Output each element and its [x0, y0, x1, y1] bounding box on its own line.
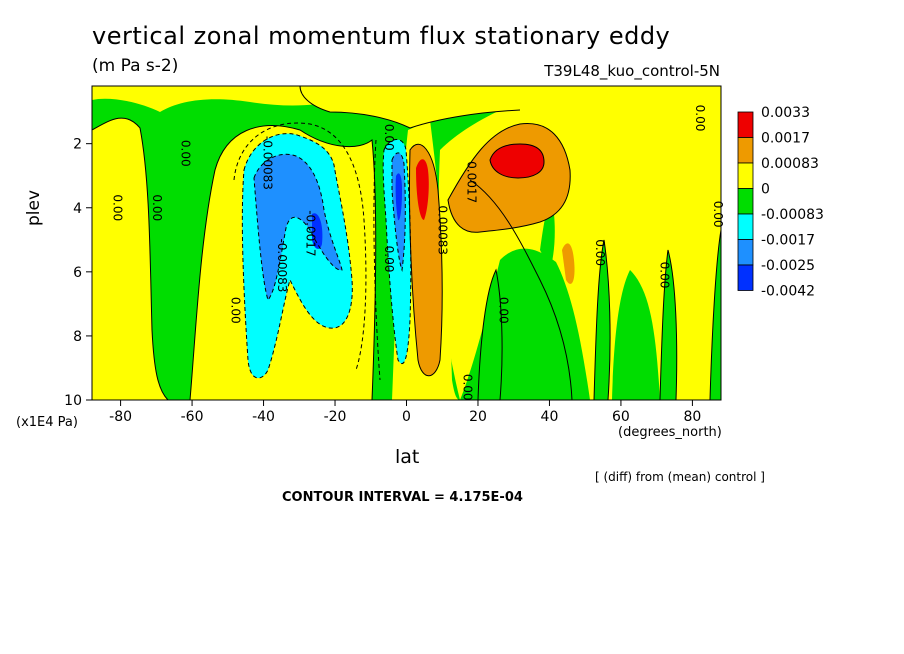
contour-label: 0.00	[657, 262, 671, 289]
contour-label: 0.00	[711, 201, 725, 228]
x-axis-label: lat	[395, 446, 420, 468]
contour-label: 0.00	[382, 124, 396, 151]
fill-green-streak-3	[660, 250, 677, 400]
y-tick-label: 8	[73, 329, 82, 345]
x-tick-label: 60	[612, 409, 630, 425]
diff-note: [ (diff) from (mean) control ]	[595, 470, 765, 484]
contour-line	[469, 179, 573, 400]
x-tick-label: -80	[109, 409, 132, 425]
chart-units: (m Pa s-2)	[92, 56, 179, 76]
fill-green-streak-4	[540, 200, 555, 270]
contour-label: 0.00	[461, 374, 475, 401]
contour-line	[408, 143, 443, 377]
colorbar-label: -0.0025	[761, 258, 815, 274]
contour-label: 0.0017	[464, 161, 478, 203]
axes: -80 -60 -40 -20 0 20 40 60 80 2 4 6 8 10	[64, 137, 701, 425]
colorbar-swatch	[737, 188, 754, 215]
colorbar-label: 0	[761, 182, 770, 198]
contour-line-dashed	[373, 139, 381, 381]
contour-line-dashed	[391, 152, 406, 272]
contour-line	[593, 239, 611, 400]
y-tick-label: 2	[73, 137, 82, 153]
fill-yellow-top-south	[92, 86, 360, 112]
contour-label: -0.0017	[303, 210, 317, 256]
x-tick-label: -40	[252, 409, 275, 425]
fill-red-north	[490, 144, 544, 178]
x-tick-label: 20	[469, 409, 487, 425]
contour-line	[477, 268, 503, 400]
colorbar-swatch	[737, 213, 754, 240]
colorbar-label: -0.00083	[761, 207, 824, 223]
contour-line	[659, 249, 678, 400]
colorbar-swatch	[737, 162, 754, 189]
fill-blue-south	[312, 213, 323, 249]
fill-blue-eq	[395, 173, 402, 221]
y-axis-units: (x1E4 Pa)	[16, 415, 78, 430]
chart-title: vertical zonal momentum flux stationary …	[92, 22, 671, 50]
contour-labels: 0.00 0.000.00 -0.00083-0.00083-0.00170.000…	[110, 105, 724, 401]
contour-line-dashed	[253, 153, 343, 302]
contour-line-dashed	[233, 122, 367, 371]
contour-line	[189, 125, 377, 400]
contour-line-dashed	[382, 139, 412, 365]
contour-label: -0.00083	[275, 238, 289, 292]
fill-orange-streak	[562, 243, 575, 284]
colorbar-swatch	[737, 264, 754, 291]
colorbar-label: 0.0033	[761, 105, 810, 121]
x-tick-label: -20	[324, 409, 347, 425]
colorbar: 0.0033 0.0017 0.00083 0 -0.00083 -0.0017 -0.00…	[737, 105, 824, 300]
contour-fill	[92, 86, 721, 400]
colorbar-swatch	[737, 137, 754, 164]
contour-label: 0.00	[150, 194, 164, 221]
contour-label: 0.00	[693, 105, 707, 132]
x-tick-label: -60	[181, 409, 204, 425]
y-tick-label: 10	[64, 393, 82, 409]
colorbar-swatch	[737, 111, 754, 138]
fill-red-eq	[416, 159, 429, 220]
contour-label: 0.00	[593, 239, 607, 266]
contour-label: 0.00	[496, 297, 510, 324]
colorbar-swatch	[737, 239, 754, 266]
fill-green-streak-2	[594, 240, 611, 400]
colorbar-label: 0.0017	[761, 131, 810, 147]
contour-label: 0.00083	[436, 205, 450, 255]
contour-interval: CONTOUR INTERVAL = 4.175E-04	[282, 490, 523, 505]
contour-label: 0.00	[178, 140, 192, 167]
contour-label: 0.00	[110, 194, 124, 221]
x-axis-units: (degrees_north)	[618, 425, 722, 440]
colorbar-label: 0.00083	[761, 156, 819, 172]
contour-line-dashed	[241, 133, 353, 379]
fill-yellow-far-south	[92, 118, 168, 400]
x-tick-label: 40	[541, 409, 559, 425]
x-tick-label: 80	[683, 409, 701, 425]
contour-line	[447, 123, 571, 233]
x-tick-label: 0	[402, 409, 411, 425]
colorbar-label: -0.0042	[761, 284, 815, 300]
contour-label: 0.00	[228, 297, 242, 324]
contour-line	[92, 117, 169, 400]
contour-lines	[92, 86, 721, 400]
contour-line	[299, 86, 521, 129]
contour-label: 0.00	[382, 246, 396, 273]
colorbar-label: -0.0017	[761, 233, 815, 249]
y-tick-label: 4	[73, 201, 82, 217]
contour-label: -0.00083	[261, 136, 275, 190]
y-tick-label: 6	[73, 265, 82, 281]
fill-lightblue-south	[254, 154, 342, 300]
fill-orange-eq	[409, 144, 443, 376]
fill-green-streak-1	[478, 270, 503, 400]
contour-line	[709, 229, 721, 400]
fill-yellow-top-mid	[300, 86, 721, 128]
run-name: T39L48_kuo_control-5N	[544, 62, 720, 80]
contour-line	[489, 143, 545, 179]
